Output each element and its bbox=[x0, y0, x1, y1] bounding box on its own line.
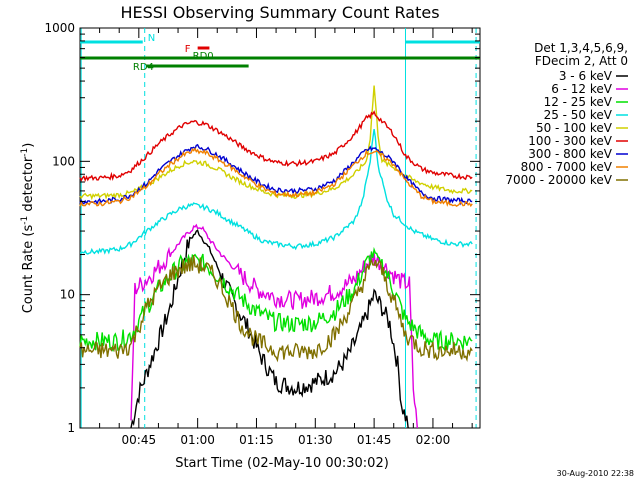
plot-frame bbox=[79, 27, 481, 429]
flag-label-0: N bbox=[148, 33, 155, 44]
y-axis-label-mid: detector bbox=[21, 156, 36, 216]
y-axis-label-end: ) bbox=[21, 143, 36, 148]
x-tick-label-1: 01:00 bbox=[180, 433, 215, 447]
x-tick-label-5: 02:00 bbox=[416, 433, 451, 447]
flag-label-2: RD0 bbox=[193, 51, 214, 62]
legend-label-6: 300 - 800 keV bbox=[528, 147, 612, 161]
series-line-8 bbox=[79, 255, 473, 363]
series-line-6 bbox=[79, 143, 473, 206]
footer-timestamp: 30-Aug-2010 22:38 bbox=[557, 469, 634, 478]
x-tick-label-0: 00:45 bbox=[122, 433, 157, 447]
series-layer bbox=[79, 85, 473, 429]
series-line-0 bbox=[130, 229, 410, 429]
y-axis-label-main: Count Rate (s bbox=[21, 225, 36, 314]
legend-label-8: 7000 - 20000 keV bbox=[505, 173, 612, 187]
x-axis-label: Start Time (02-May-10 00:30:02) bbox=[175, 456, 389, 471]
y-axis-ticks: 1 10 100 1000 bbox=[44, 21, 480, 435]
y-axis-label: Count Rate (s-1 detector-1) bbox=[20, 143, 36, 314]
legend-label-0: 3 - 6 keV bbox=[559, 69, 613, 83]
legend-title-line-2: FDecim 2, Att 0 bbox=[535, 54, 628, 68]
series-line-4 bbox=[79, 85, 473, 201]
y-axis-label-sup1: -1 bbox=[20, 216, 30, 225]
legend-label-3: 25 - 50 keV bbox=[544, 108, 613, 122]
legend-label-5: 100 - 300 keV bbox=[528, 134, 612, 148]
y-axis-label-sup2: -1 bbox=[20, 148, 30, 157]
legend-title-line-1: Det 1,3,4,5,6,9, bbox=[534, 41, 628, 55]
y-tick-label-3: 1000 bbox=[44, 21, 75, 35]
legend: Det 1,3,4,5,6,9, FDecim 2, Att 0 3 - 6 k… bbox=[505, 41, 628, 187]
chart-title: HESSI Observing Summary Count Rates bbox=[120, 3, 439, 22]
legend-label-2: 12 - 25 keV bbox=[544, 95, 613, 109]
legend-label-1: 6 - 12 keV bbox=[551, 82, 613, 96]
flag-label-1: F bbox=[185, 44, 191, 55]
series-line-5 bbox=[79, 110, 473, 183]
x-axis-ticks: 00:45 01:00 01:15 01:30 01:45 02:00 bbox=[99, 28, 473, 447]
series-line-3 bbox=[79, 128, 473, 255]
legend-label-7: 800 - 7000 keV bbox=[521, 160, 613, 174]
y-tick-label-0: 1 bbox=[67, 421, 75, 435]
x-tick-label-4: 01:45 bbox=[357, 433, 392, 447]
y-tick-label-2: 100 bbox=[52, 154, 75, 168]
series-line-7 bbox=[79, 147, 473, 208]
legend-label-4: 50 - 100 keV bbox=[536, 121, 613, 135]
series-line-2 bbox=[79, 246, 473, 353]
x-tick-label-3: 01:30 bbox=[298, 433, 333, 447]
vertical-markers bbox=[80, 28, 477, 428]
flag-label-3: RD4 bbox=[133, 62, 154, 73]
x-tick-label-2: 01:15 bbox=[239, 433, 274, 447]
y-tick-label-1: 10 bbox=[60, 288, 75, 302]
